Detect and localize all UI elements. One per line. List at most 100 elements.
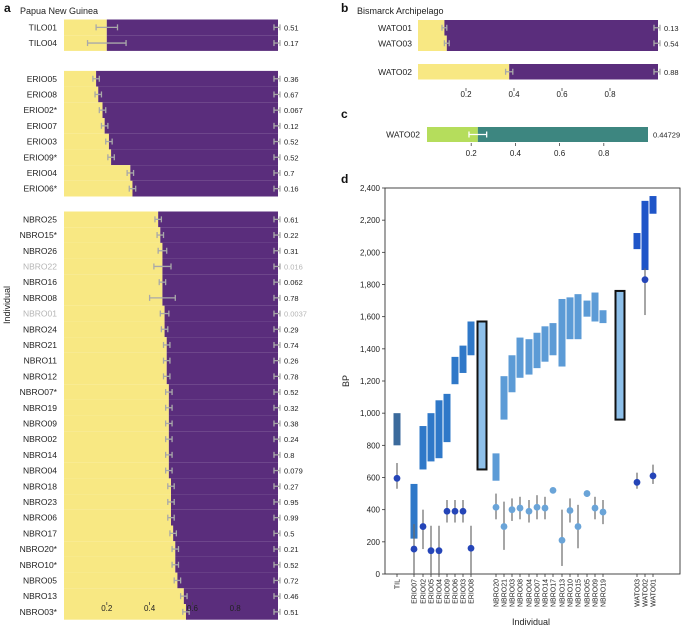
panel-c-admixture-chart: WATO02 0.44729 0.2 0.4 0.6 0.8 — [386, 127, 680, 158]
x-tick-label: ERIO04 — [437, 579, 444, 604]
row-value: 0.52 — [284, 561, 299, 570]
row-value: 0.079 — [284, 467, 303, 476]
summary-range-box — [614, 289, 626, 421]
date-range-bar — [558, 298, 566, 367]
bar-segment-yellow — [64, 399, 169, 416]
row-label: ERIO05 — [27, 74, 58, 84]
bar-segment-yellow — [64, 35, 107, 51]
bar-segment-yellow — [64, 368, 167, 385]
date-range-bar — [451, 356, 459, 385]
x-tick-label: NBRO14 — [543, 579, 550, 607]
x-tick-label: NBRO10 — [568, 579, 575, 607]
x-tick-label: 0.2 — [101, 604, 113, 613]
row-label: ERIO06* — [23, 184, 57, 194]
y-tick-label: 400 — [367, 506, 381, 515]
date-point — [583, 490, 591, 497]
summary-range-box — [476, 320, 488, 471]
date-point — [419, 523, 427, 530]
date-point — [525, 507, 533, 515]
bar-segment-purple — [446, 35, 658, 51]
bar-segment-yellow — [64, 118, 105, 134]
bar-segment-yellow — [64, 258, 163, 275]
x-tick-label: ERIO09 — [445, 579, 452, 604]
row-value: 0.61 — [284, 215, 299, 224]
y-tick-label: 200 — [367, 538, 381, 547]
bar-segment-yellow — [64, 149, 112, 166]
panel-a-letter: a — [4, 1, 11, 15]
bar-segment-purple — [164, 305, 278, 322]
bar-segment-yellow — [64, 133, 109, 150]
y-tick-label: 2,400 — [360, 184, 381, 193]
panel-d-letter: d — [341, 172, 348, 186]
panel-a-admixture-chart: TILO01 0.51 TILO04 0.17 ERIO05 0.36 ERIO08 0.67… — [20, 19, 307, 620]
date-range-bar — [435, 400, 443, 459]
date-range-bar — [549, 323, 557, 356]
bar-segment-purple — [162, 242, 278, 259]
date-range-bar — [508, 355, 516, 393]
bar-segment-purple — [162, 258, 278, 275]
x-tick-label: ERIO03 — [461, 579, 468, 604]
row-label: NBRO07* — [20, 387, 58, 397]
date-point — [649, 472, 657, 480]
bar-segment-yellow — [64, 588, 184, 604]
y-tick-label: 800 — [367, 441, 381, 450]
row-value: 0.062 — [284, 278, 303, 287]
bar-segment-purple — [171, 494, 278, 510]
bar-segment-yellow — [64, 274, 163, 290]
row-label: NBRO23 — [23, 497, 57, 507]
row-value: 0.32 — [284, 404, 299, 413]
x-tick-label: NBRO13 — [560, 579, 567, 607]
row-label: NBRO14 — [23, 450, 57, 460]
row-label: ERIO09* — [23, 152, 57, 162]
row-label: NBRO13 — [23, 591, 57, 601]
bar-segment-yellow — [418, 20, 445, 36]
row-value: 0.95 — [284, 498, 299, 507]
date-range-bar — [525, 339, 533, 375]
row-value: 0.51 — [284, 608, 299, 617]
bar-segment-yellow — [64, 541, 176, 557]
row-label: ERIO03 — [27, 137, 58, 147]
date-point — [549, 486, 557, 494]
date-point — [467, 544, 475, 552]
bar-segment-purple — [175, 541, 278, 557]
bar-segment-purple — [177, 572, 278, 589]
panel-b-letter: b — [341, 1, 348, 15]
date-range-bar — [393, 413, 401, 446]
row-label: NBRO17 — [23, 528, 57, 538]
date-point — [393, 474, 401, 482]
date-point — [500, 523, 508, 530]
row-value: 0.17 — [284, 39, 299, 48]
bar-segment-purple — [96, 70, 278, 87]
bar-segment-yellow — [64, 352, 167, 369]
x-tick-label: ERIO06 — [453, 579, 460, 604]
row-value: 0.067 — [284, 106, 303, 115]
bar-segment-purple — [168, 384, 278, 400]
bar-segment-purple — [104, 118, 278, 134]
y-tick-label: 1,200 — [360, 377, 381, 386]
x-tick-label: WATO03 — [635, 579, 642, 607]
bar-segment-yellow — [64, 165, 131, 181]
row-label: TILO01 — [29, 22, 58, 32]
row-label: NBRO19 — [23, 403, 57, 413]
x-tick-label: NBRO17 — [551, 579, 558, 607]
panel-a-region-title: Papua New Guinea — [20, 6, 98, 16]
row-label: NBRO08 — [23, 293, 57, 303]
row-value: 0.36 — [284, 75, 299, 84]
date-range-bar — [541, 326, 549, 362]
x-tick-label: WATO02 — [643, 579, 650, 607]
x-tick-label: 0.6 — [556, 90, 568, 99]
row-label: NBRO06 — [23, 513, 57, 523]
row-value: 0.74 — [284, 341, 299, 350]
x-tick-label: NBRO05 — [585, 579, 592, 607]
panel-a-y-axis-title: Individual — [2, 286, 12, 324]
x-tick-label: NBRO03 — [510, 579, 517, 607]
x-tick-label: NBRO15 — [576, 579, 583, 607]
x-tick-label: NBRO08 — [518, 579, 525, 607]
bar-segment-purple — [106, 35, 278, 51]
row-value: 0.52 — [284, 153, 299, 162]
bar-segment-purple — [162, 274, 278, 290]
x-tick-label: 0.4 — [144, 604, 156, 613]
bar-segment-yellow — [64, 447, 169, 463]
date-point — [566, 507, 574, 514]
bar-segment-purple — [168, 415, 278, 432]
